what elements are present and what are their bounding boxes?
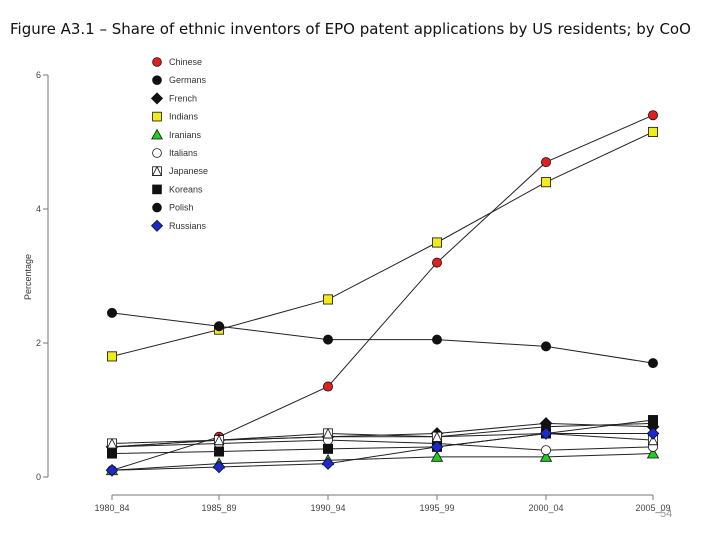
legend-label: Iranians	[169, 130, 202, 140]
series-line	[111, 432, 654, 444]
data-point	[152, 148, 162, 158]
series-line	[111, 312, 654, 364]
legend-label: Russians	[169, 221, 207, 231]
y-tick-label: 6	[36, 70, 41, 80]
data-point	[431, 431, 443, 442]
y-tick-label: 0	[36, 472, 41, 482]
data-point	[541, 157, 552, 168]
data-point	[322, 294, 333, 305]
x-tick-label: 1980_84	[94, 503, 129, 513]
data-point	[539, 427, 553, 440]
data-point	[646, 427, 660, 440]
legend-label: Indians	[169, 112, 199, 122]
data-point-triangle	[213, 434, 225, 446]
data-point-triangle	[647, 434, 659, 446]
data-point	[539, 450, 553, 462]
data-point	[322, 427, 334, 439]
series-indians	[107, 126, 659, 362]
data-point-square	[322, 428, 333, 439]
legend-label: Japanese	[169, 166, 208, 176]
data-point	[152, 57, 162, 67]
series-line	[111, 419, 654, 455]
data-point-triangle	[151, 165, 163, 177]
legend-label: French	[169, 93, 197, 103]
data-point	[213, 321, 224, 332]
legend-label: Italians	[169, 148, 198, 158]
data-point	[646, 447, 660, 459]
data-point	[431, 237, 442, 248]
data-point	[152, 202, 162, 213]
series-russians	[105, 427, 660, 477]
data-point	[648, 358, 659, 369]
legend-label: Germans	[169, 75, 207, 85]
data-point	[430, 450, 444, 462]
data-point-square	[152, 166, 162, 177]
data-point	[541, 177, 552, 188]
data-point	[106, 438, 118, 449]
data-point	[431, 257, 442, 268]
legend: Chinese Germans French Indians Iranians Itali…	[150, 57, 208, 232]
data-point	[107, 307, 118, 318]
data-point	[152, 111, 162, 122]
x-tick-label: 1985_89	[201, 503, 236, 513]
data-point-triangle	[322, 427, 334, 439]
data-point	[648, 110, 659, 121]
data-point	[430, 440, 444, 454]
data-point	[322, 381, 333, 392]
data-point	[107, 351, 118, 362]
x-tick-label: 1995_99	[419, 503, 454, 513]
y-axis-title: Percentage	[23, 254, 33, 300]
series-polish	[107, 307, 659, 369]
y-tick-label: 2	[36, 338, 41, 348]
slide-number: 54	[660, 508, 673, 520]
data-point-square	[213, 435, 224, 446]
data-point	[150, 219, 164, 232]
data-point	[152, 184, 162, 195]
data-point	[541, 445, 552, 456]
data-point	[150, 92, 164, 105]
data-point	[541, 341, 552, 352]
series-line	[111, 432, 653, 471]
series-line	[111, 439, 654, 451]
x-tick-label: 2005_09	[635, 503, 670, 513]
data-point	[322, 334, 333, 345]
data-point-triangle	[106, 438, 118, 449]
data-point	[648, 126, 659, 137]
data-point-square	[107, 438, 118, 449]
data-point	[212, 460, 226, 474]
data-point	[213, 446, 224, 457]
data-point	[322, 443, 333, 454]
series-layer	[105, 110, 660, 477]
plot-panel-background	[22, 58, 694, 528]
legend-label: Koreans	[169, 184, 203, 194]
y-tick-label: 4	[36, 204, 41, 214]
data-point	[151, 165, 163, 177]
figure-title: Figure A3.1 – Share of ethnic inventors …	[10, 20, 691, 38]
x-tick-label: 2000_04	[528, 503, 563, 513]
data-point	[213, 434, 225, 446]
series-line	[111, 453, 654, 471]
legend-label: Polish	[169, 203, 194, 213]
data-point	[648, 415, 659, 426]
data-point	[105, 463, 119, 477]
data-point	[152, 75, 162, 85]
legend-label: Chinese	[169, 57, 202, 67]
series-line	[111, 114, 654, 471]
data-point	[321, 457, 335, 470]
y-axis: 0 2 4 6	[36, 70, 49, 482]
data-point	[151, 128, 163, 140]
x-tick-label: 1990_94	[310, 503, 345, 513]
data-point-square	[431, 431, 442, 442]
series-line	[111, 131, 654, 357]
x-axis: 1980_84 1985_89 1990_94 1995_99 2000_04 2005_…	[94, 494, 671, 513]
data-point	[431, 334, 442, 345]
data-point	[107, 448, 118, 459]
